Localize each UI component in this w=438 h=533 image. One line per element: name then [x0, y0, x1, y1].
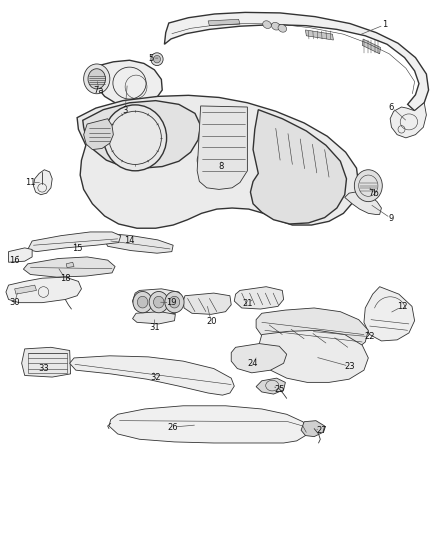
- Text: 24: 24: [248, 359, 258, 368]
- Polygon shape: [256, 378, 286, 394]
- Ellipse shape: [230, 155, 245, 171]
- Polygon shape: [197, 106, 247, 189]
- Polygon shape: [95, 60, 162, 106]
- Ellipse shape: [208, 148, 223, 165]
- Text: 14: 14: [124, 237, 135, 246]
- Polygon shape: [231, 344, 287, 373]
- Text: 26: 26: [168, 423, 178, 432]
- Ellipse shape: [169, 296, 180, 308]
- Text: 7a: 7a: [94, 85, 104, 94]
- Text: 8: 8: [219, 162, 224, 171]
- Polygon shape: [258, 330, 368, 382]
- Polygon shape: [301, 421, 325, 437]
- Ellipse shape: [153, 55, 160, 63]
- Ellipse shape: [211, 151, 220, 161]
- Polygon shape: [105, 233, 173, 253]
- Polygon shape: [66, 262, 74, 268]
- Ellipse shape: [165, 292, 184, 313]
- Text: 18: 18: [60, 274, 71, 283]
- Polygon shape: [23, 257, 115, 277]
- Polygon shape: [390, 103, 426, 138]
- Polygon shape: [345, 192, 381, 214]
- Polygon shape: [14, 285, 36, 294]
- Text: 5: 5: [148, 54, 154, 62]
- Ellipse shape: [233, 158, 242, 167]
- Polygon shape: [21, 348, 71, 377]
- Polygon shape: [77, 95, 359, 228]
- Text: 22: 22: [364, 332, 375, 341]
- Text: 27: 27: [316, 426, 327, 435]
- Text: 15: 15: [72, 245, 82, 254]
- Ellipse shape: [104, 105, 166, 171]
- Ellipse shape: [153, 296, 164, 308]
- Text: 19: 19: [166, 298, 176, 307]
- Text: 3: 3: [123, 106, 128, 115]
- Polygon shape: [305, 30, 333, 40]
- Ellipse shape: [151, 53, 163, 66]
- Ellipse shape: [278, 25, 286, 32]
- Ellipse shape: [223, 155, 231, 164]
- Polygon shape: [133, 289, 183, 316]
- Polygon shape: [133, 312, 175, 324]
- Ellipse shape: [197, 152, 213, 168]
- Ellipse shape: [201, 156, 209, 165]
- Text: 16: 16: [9, 256, 20, 264]
- Polygon shape: [33, 169, 52, 195]
- Polygon shape: [109, 406, 308, 443]
- Text: 7b: 7b: [369, 189, 379, 198]
- Ellipse shape: [133, 292, 152, 313]
- Ellipse shape: [219, 151, 235, 167]
- Text: 31: 31: [149, 323, 160, 332]
- Ellipse shape: [84, 64, 110, 94]
- Ellipse shape: [354, 169, 382, 201]
- Polygon shape: [28, 232, 121, 252]
- Polygon shape: [183, 293, 231, 314]
- Ellipse shape: [88, 69, 106, 89]
- Text: 20: 20: [206, 317, 216, 326]
- Text: 9: 9: [389, 214, 394, 223]
- Text: 12: 12: [397, 302, 408, 311]
- Text: 25: 25: [274, 385, 285, 394]
- Polygon shape: [234, 287, 284, 309]
- Polygon shape: [6, 277, 81, 303]
- Text: 11: 11: [25, 178, 35, 187]
- Text: 30: 30: [9, 298, 20, 307]
- Ellipse shape: [138, 296, 148, 308]
- Polygon shape: [364, 287, 415, 341]
- Ellipse shape: [272, 22, 280, 30]
- Ellipse shape: [149, 292, 168, 313]
- Polygon shape: [70, 356, 234, 395]
- Ellipse shape: [263, 21, 271, 28]
- Polygon shape: [9, 248, 32, 262]
- Polygon shape: [84, 119, 113, 150]
- Text: 21: 21: [242, 299, 253, 308]
- Text: 6: 6: [389, 102, 394, 111]
- Text: 33: 33: [38, 364, 49, 373]
- Text: 32: 32: [150, 373, 161, 382]
- Polygon shape: [208, 19, 240, 26]
- Polygon shape: [83, 101, 201, 168]
- Text: 23: 23: [345, 362, 355, 371]
- Polygon shape: [362, 39, 381, 54]
- Polygon shape: [251, 110, 346, 224]
- Text: 1: 1: [382, 20, 388, 29]
- Polygon shape: [256, 308, 368, 357]
- Polygon shape: [164, 12, 428, 111]
